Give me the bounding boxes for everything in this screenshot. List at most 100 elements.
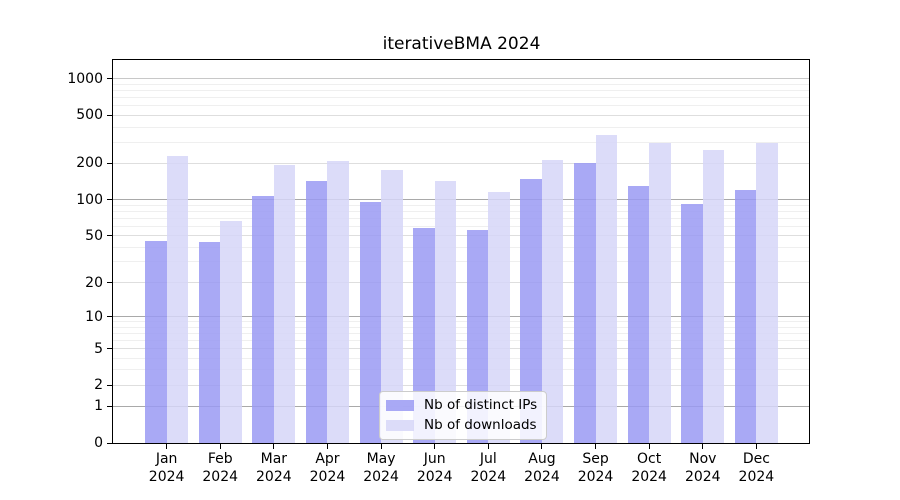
gridline (113, 348, 809, 350)
gridline (113, 199, 809, 201)
x-label-year: 2024 (577, 468, 614, 485)
bar-distinct-ips-jun (413, 228, 435, 443)
y-tick-label: 500 (76, 107, 103, 124)
gridline (113, 90, 809, 92)
y-tick-label: 5 (94, 340, 103, 357)
x-tick (326, 444, 328, 449)
gridline (113, 369, 809, 371)
gridline (113, 210, 809, 212)
bar-distinct-ips-jul (466, 229, 489, 443)
bar-distinct-ips-feb (198, 242, 221, 443)
x-label-year: 2024 (256, 468, 292, 485)
x-label-year: 2024 (631, 468, 667, 485)
x-tick (541, 444, 543, 449)
bar-distinct-ips-apr (305, 180, 328, 443)
gridline (113, 339, 809, 341)
y-tick-label: 1 (94, 398, 103, 415)
bar-downloads-sep (595, 134, 618, 443)
x-tick (648, 444, 650, 449)
bar-downloads-dec (756, 142, 778, 443)
bar-downloads-nov (702, 149, 725, 443)
x-label-month: Jun (423, 451, 446, 467)
gridline (113, 78, 809, 80)
bar-downloads-jan (166, 155, 189, 443)
x-tick-label: Jan 2024 (135, 451, 199, 486)
x-label-month: Sep (582, 451, 609, 467)
gridline (113, 357, 809, 359)
gridline (113, 126, 809, 128)
x-tick-label: Apr 2024 (295, 451, 359, 486)
x-label-year: 2024 (416, 468, 453, 485)
x-tick-label: May 2024 (349, 451, 413, 486)
gridline (113, 384, 809, 386)
x-label-year: 2024 (684, 468, 721, 485)
y-tick (107, 282, 112, 284)
x-label-month: Dec (742, 451, 770, 467)
gridline (113, 83, 809, 85)
bar-downloads-jun (434, 180, 457, 443)
x-label-month: Feb (207, 451, 233, 467)
x-tick (702, 444, 704, 449)
y-tick-label: 100 (76, 191, 103, 208)
x-label-month: May (366, 451, 396, 467)
y-tick-label: 10 (85, 308, 103, 325)
gridline (113, 114, 809, 116)
bar-distinct-ips-oct (627, 185, 650, 443)
x-tick-label: Aug 2024 (510, 451, 574, 486)
bar-downloads-oct (649, 143, 671, 443)
gridline (113, 204, 809, 206)
bar-distinct-ips-dec (734, 189, 757, 443)
y-tick (107, 348, 112, 350)
legend-item-downloads: Nb of downloads (386, 418, 538, 433)
gridline (113, 225, 809, 227)
y-tick-label: 20 (85, 274, 103, 291)
legend-swatch-downloads (386, 420, 414, 431)
x-tick-label: Feb 2024 (188, 451, 252, 486)
bar-downloads-feb (220, 221, 242, 443)
x-label-year: 2024 (202, 468, 239, 485)
legend-label-distinct-ips: Nb of distinct IPs (424, 397, 538, 413)
legend-item-distinct-ips: Nb of distinct IPs (386, 398, 538, 413)
gridline (113, 332, 809, 334)
x-tick-label: Dec 2024 (724, 451, 788, 486)
x-label-month: Jul (479, 451, 497, 467)
y-tick (107, 405, 112, 407)
x-tick (273, 444, 275, 449)
x-label-year: 2024 (738, 468, 775, 485)
x-tick (219, 444, 221, 449)
gridline (113, 282, 809, 284)
bar-downloads-jul (488, 192, 510, 443)
y-tick-label: 2 (94, 377, 103, 394)
y-tick (107, 316, 112, 318)
gridline (113, 246, 809, 248)
bar-distinct-ips-nov (681, 203, 703, 443)
x-label-month: Jan (155, 451, 178, 467)
x-tick (755, 444, 757, 449)
x-tick (380, 444, 382, 449)
x-label-month: Oct (637, 451, 662, 467)
bar-distinct-ips-sep (574, 163, 596, 443)
gridline (113, 235, 809, 237)
y-tick (107, 442, 112, 444)
gridline (113, 162, 809, 164)
legend-swatch-distinct-ips (386, 400, 414, 411)
bar-distinct-ips-may (359, 202, 382, 443)
legend: Nb of distinct IPs Nb of downloads (379, 391, 547, 440)
x-label-month: Nov (689, 451, 717, 467)
y-tick-label: 0 (94, 435, 103, 451)
y-tick-label: 1000 (67, 70, 103, 87)
gridline (113, 261, 809, 263)
x-label-year: 2024 (148, 468, 185, 485)
legend-label-downloads: Nb of downloads (424, 417, 537, 433)
bar-distinct-ips-mar (252, 195, 274, 443)
x-tick-label: Sep 2024 (564, 451, 628, 486)
x-tick (166, 444, 168, 449)
x-label-year: 2024 (524, 468, 560, 485)
y-tick (107, 78, 112, 80)
x-label-year: 2024 (309, 468, 346, 485)
x-label-month: Mar (260, 451, 288, 467)
chart-title: iterativeBMA 2024 (382, 34, 541, 54)
bar-downloads-may (381, 169, 403, 443)
x-label-year: 2024 (363, 468, 399, 485)
